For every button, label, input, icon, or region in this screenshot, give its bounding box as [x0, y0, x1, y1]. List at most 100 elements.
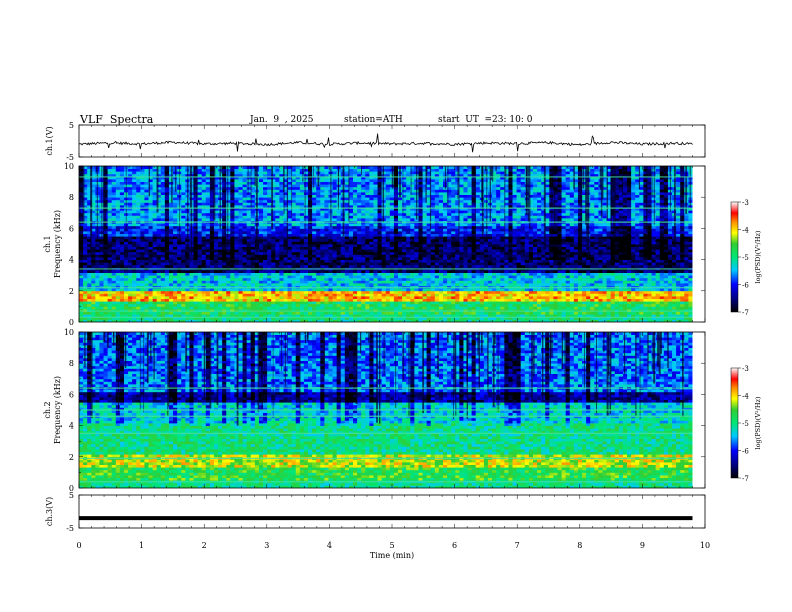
spectrogram-cell: [299, 223, 305, 227]
spectrogram-cell: [197, 236, 203, 240]
spectrogram-cell: [258, 228, 264, 232]
spectrogram-cell: [99, 306, 104, 310]
spectrogram-cell: [115, 262, 121, 266]
spectrogram-cell: [213, 314, 219, 318]
spectrogram-cell: [226, 202, 231, 206]
spectrogram-cell: [189, 293, 194, 297]
spectrogram-cell: [361, 272, 366, 276]
spectrogram-cell: [263, 288, 268, 292]
spectrogram-cell: [377, 199, 383, 203]
spectrogram-cell: [303, 303, 309, 307]
spectrogram-cell: [197, 298, 203, 302]
spectrogram-cell: [295, 173, 301, 177]
spectrogram-cell: [393, 280, 399, 284]
spectrogram-cell: [295, 192, 301, 195]
spectrogram-cell: [128, 272, 133, 276]
spectrogram-cell: [226, 181, 231, 185]
spectrogram-cell: [115, 301, 121, 305]
spectrogram-cell: [246, 218, 252, 221]
spectrogram-cell: [295, 254, 301, 258]
spectrogram-cell: [271, 319, 276, 322]
spectrogram-cell: [197, 249, 203, 253]
spectrogram-cell: [222, 189, 227, 193]
spectrogram-cell: [320, 192, 325, 195]
spectrogram-cell: [369, 319, 374, 322]
spectrogram-cell: [365, 283, 370, 286]
spectrogram-cell: [406, 319, 411, 322]
spectrogram-cell: [173, 202, 178, 206]
spectrogram-cell: [152, 181, 158, 185]
spectrogram-cell: [168, 233, 174, 237]
spectrogram-cell: [83, 202, 88, 206]
spectrogram-cell: [111, 251, 117, 255]
spectrogram-cell: [340, 319, 346, 322]
spectrogram-cell: [213, 254, 219, 258]
spectrogram-cell: [79, 231, 84, 234]
spectrogram-cell: [369, 270, 374, 273]
spectrogram-cell: [357, 199, 362, 203]
spectrogram-cell: [393, 296, 399, 299]
spectrogram-cell: [91, 199, 96, 203]
spectrogram-cell: [95, 311, 100, 315]
spectrogram-cell: [312, 254, 317, 258]
spectrogram-cell: [279, 233, 284, 237]
spectrogram-cell: [123, 293, 129, 297]
spectrogram-cell: [230, 259, 235, 263]
spectrogram-cell: [79, 236, 84, 240]
spectrogram-cell: [303, 236, 309, 240]
spectrogram-cell: [87, 212, 92, 216]
spectrogram-cell: [406, 199, 411, 203]
spectrogram-cell: [287, 241, 293, 245]
spectrogram-cell: [148, 218, 154, 221]
spectrogram-cell: [271, 223, 276, 227]
spectrogram-cell: [402, 225, 407, 229]
spectrogram-cell: [218, 288, 223, 292]
spectrogram-cell: [291, 306, 297, 310]
spectrogram-cell: [267, 199, 272, 203]
spectrogram-cell: [91, 212, 96, 216]
spectrogram-cell: [291, 301, 297, 305]
spectrogram-cell: [275, 275, 280, 279]
spectrogram-cell: [402, 171, 407, 175]
spectrogram-cell: [377, 179, 383, 182]
spectrogram-cell: [201, 254, 207, 258]
spectrogram-cell: [148, 303, 154, 307]
spectrogram-cell: [377, 228, 383, 232]
spectrogram-cell: [128, 173, 133, 177]
spectrogram-cell: [107, 290, 113, 294]
spectrogram-cell: [303, 192, 309, 195]
spectrogram-cell: [242, 194, 248, 198]
spectrogram-cell: [103, 236, 109, 240]
spectrogram-cell: [160, 184, 166, 188]
spectrogram-cell: [160, 301, 166, 305]
spectrogram-cell: [291, 184, 297, 188]
spectrogram-cell: [230, 314, 235, 318]
spectrogram-cell: [152, 293, 158, 297]
spectrogram-cell: [267, 210, 272, 214]
spectrogram-cell: [111, 241, 117, 245]
spectrogram-cell: [222, 319, 227, 322]
spectrogram-cell: [312, 244, 317, 247]
spectrogram-cell: [365, 301, 370, 305]
spectrogram-cell: [385, 272, 391, 276]
spectrogram-cell: [393, 189, 399, 193]
spectrogram-cell: [295, 181, 301, 185]
spectrogram-cell: [246, 194, 252, 198]
spectrogram-cell: [303, 233, 309, 237]
spectrogram-cell: [144, 270, 149, 273]
spectrogram-cell: [177, 272, 182, 276]
spectrogram-cell: [312, 283, 317, 286]
spectrogram-cell: [393, 212, 399, 216]
spectrogram-cell: [258, 290, 264, 294]
spectrogram-cell: [320, 179, 325, 182]
spectrogram-cell: [381, 264, 387, 268]
spectrogram-cell: [242, 238, 248, 242]
spectrogram-cell: [414, 241, 419, 245]
spectrogram-cell: [267, 249, 272, 253]
spectrogram-cell: [373, 207, 378, 211]
spectrogram-cell: [295, 270, 301, 273]
spectrogram-cell: [230, 257, 235, 260]
spectrogram-cell: [91, 225, 96, 229]
spectrogram-cell: [83, 168, 88, 172]
spectrogram-cell: [258, 249, 264, 253]
